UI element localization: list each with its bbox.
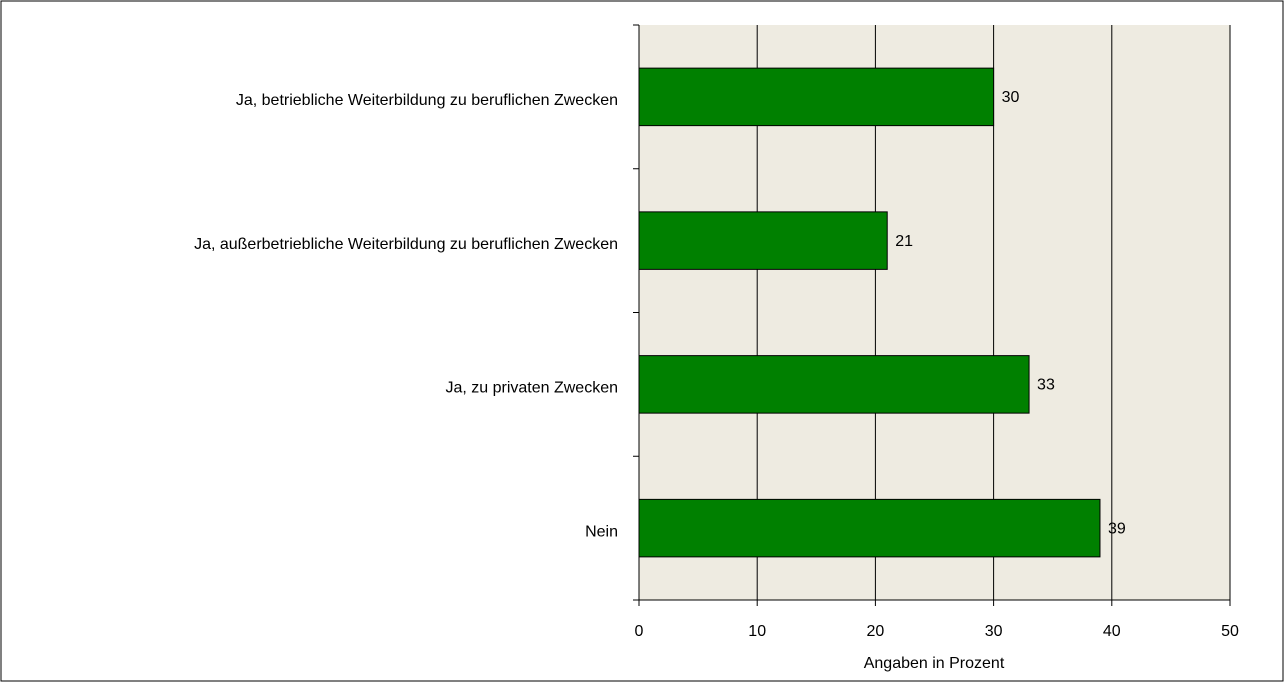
data-label: 30	[1002, 89, 1020, 106]
x-axis-label: Angaben in Prozent	[864, 655, 1005, 672]
y-tick-label: Ja, zu privaten Zwecken	[445, 380, 618, 397]
x-tick-label: 50	[1221, 623, 1239, 640]
bar	[638, 211, 888, 270]
y-tick-label: Ja, außerbetriebliche Weiterbildung zu b…	[194, 236, 618, 253]
data-label: 39	[1108, 520, 1126, 537]
data-label: 21	[895, 233, 913, 250]
bar	[638, 67, 995, 127]
data-label: 33	[1037, 377, 1055, 394]
bar	[638, 355, 1030, 414]
x-tick-label: 20	[867, 623, 885, 640]
y-tick-label: Nein	[585, 523, 618, 540]
bar	[638, 498, 1101, 558]
x-tick-label: 30	[985, 623, 1003, 640]
y-tick-label: Ja, betriebliche Weiterbildung zu berufl…	[236, 92, 618, 109]
x-tick-label: 40	[1103, 623, 1121, 640]
x-tick-label: 10	[748, 623, 766, 640]
x-tick-label: 0	[635, 623, 644, 640]
